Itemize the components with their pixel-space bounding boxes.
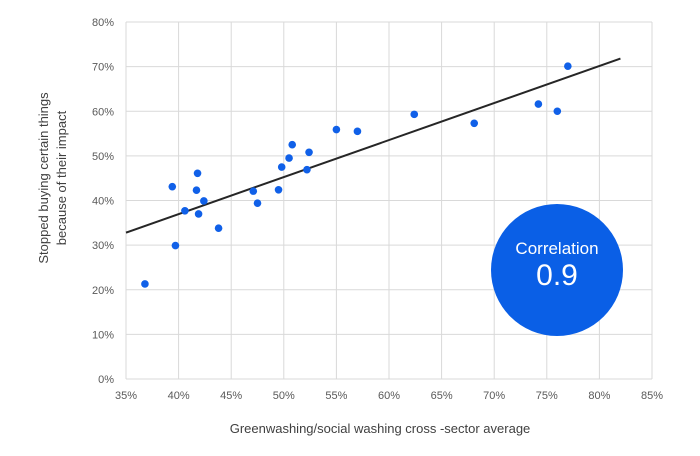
data-point [470,119,479,128]
x-tick-label: 65% [431,390,453,402]
data-points [141,62,572,288]
data-point [200,197,208,205]
x-tick-label: 45% [220,390,242,402]
y-tick-label: 70% [92,62,114,74]
data-point [168,182,177,191]
data-point [274,185,283,194]
x-tick-label: 40% [168,390,190,402]
data-point [410,110,419,119]
data-point [305,148,313,157]
x-tick-label: 55% [325,390,347,402]
y-tick-label: 80% [92,17,114,29]
data-point [564,62,572,70]
y-tick-label: 60% [92,106,114,118]
x-tick-label: 70% [483,390,505,402]
y-axis-title-line-2: because of their impact [54,110,69,245]
y-tick-label: 30% [92,240,114,252]
tick-labels: 0% 10% 20% 30% 40% 50% 60% 70% 80% 35% 40% 45% 50% 55… [92,17,663,402]
x-axis-title: Greenwashing/social washing cross -secto… [230,421,531,436]
y-tick-label: 10% [92,329,114,341]
data-point [303,165,311,174]
y-tick-label: 50% [92,151,114,163]
data-point [353,127,362,136]
correlation-badge: Correlation 0.9 [491,204,623,336]
data-point [214,224,223,232]
data-point [253,199,262,207]
y-tick-label: 40% [92,196,114,208]
correlation-value: 0.9 [536,259,578,292]
data-point [277,163,286,171]
data-point [193,169,202,178]
correlation-label: Correlation [515,239,598,258]
x-tick-label: 35% [115,390,137,402]
x-tick-label: 60% [378,390,400,402]
y-axis-title-line-1: Stopped buying certain things [36,92,51,264]
x-tick-label: 50% [273,390,295,402]
data-point [288,140,297,149]
data-point [249,187,258,195]
data-point [171,241,180,250]
data-point [141,280,149,288]
data-point [553,107,562,116]
data-point [285,154,293,162]
x-tick-label: 85% [641,390,663,402]
x-tick-label: 80% [588,390,610,402]
x-tick-label: 75% [536,390,558,402]
data-point [534,100,543,108]
data-point [194,210,203,218]
data-point [332,125,341,134]
gridlines [125,21,653,380]
data-point [192,186,201,195]
y-tick-label: 0% [98,374,114,386]
trendline-layer [125,57,621,234]
trendline [125,57,621,234]
data-point [181,206,189,215]
correlation-circle [491,204,623,336]
y-tick-label: 20% [92,285,114,297]
